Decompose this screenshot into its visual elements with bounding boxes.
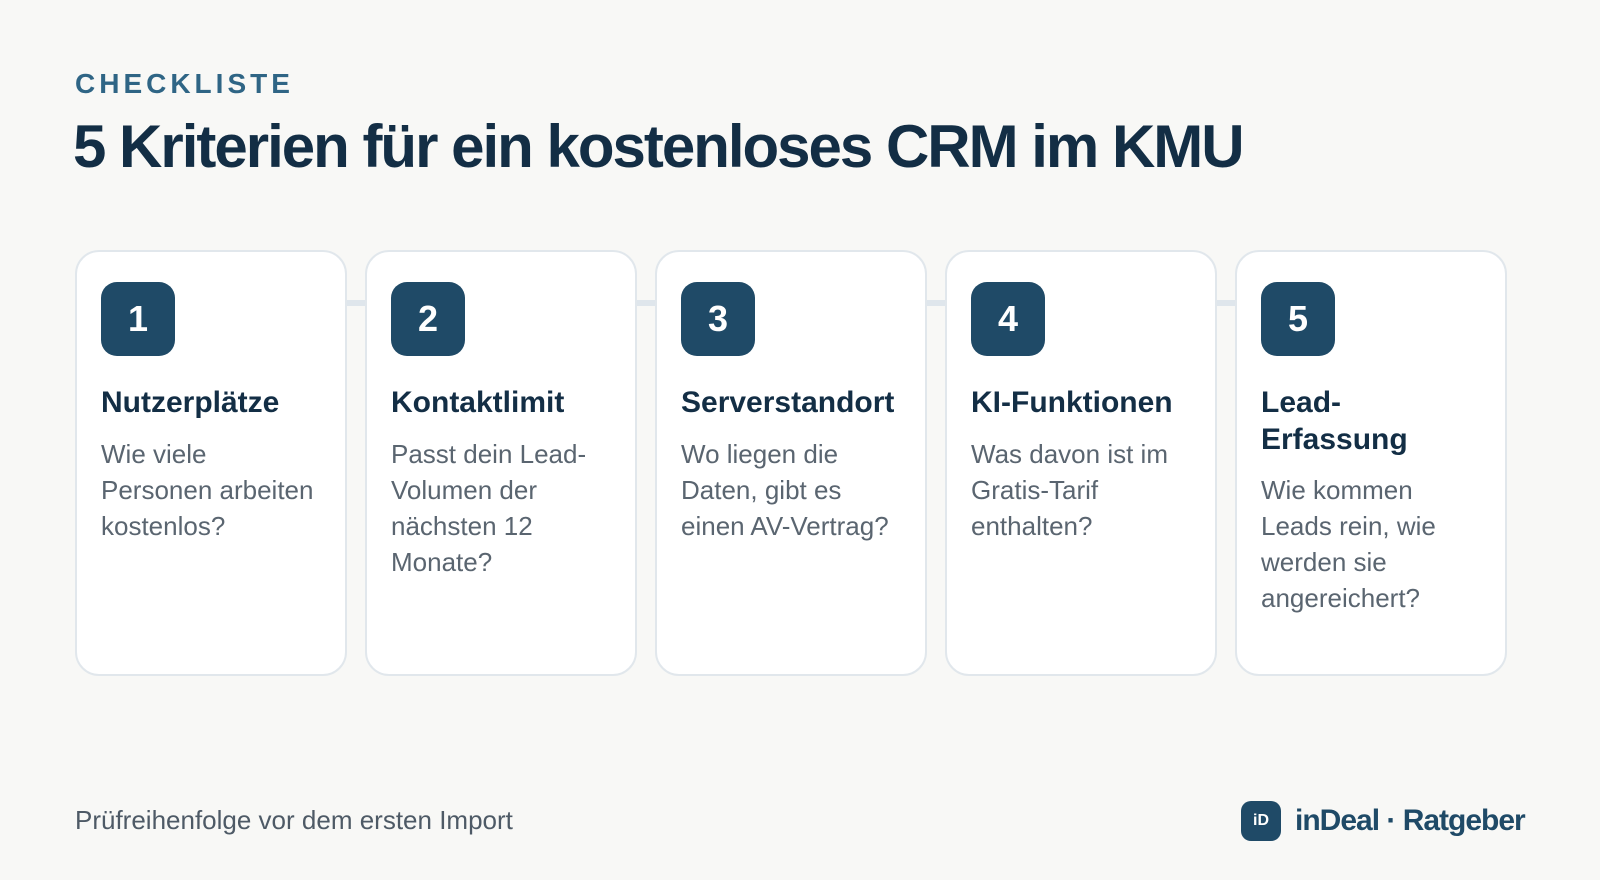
page-title: 5 Kriterien für ein kostenloses CRM im K…: [73, 113, 1245, 180]
card-connector: [345, 300, 365, 306]
step-number-badge: 2: [391, 282, 465, 356]
card-connector: [925, 300, 945, 306]
criterion-question: Passt dein Lead-Volumen der nächsten 12 …: [391, 439, 587, 577]
criterion-card-4: 4 KI-Funktionen Was davon ist im Gratis-…: [945, 250, 1217, 676]
brand-name: inDeal · Ratgeber: [1295, 804, 1526, 837]
step-number-badge: 1: [101, 282, 175, 356]
criterion-card-3: 3 Serverstandort Wo liegen die Daten, gi…: [655, 250, 927, 676]
eyebrow-label: CHECKLISTE: [75, 68, 294, 99]
criterion-question: Wie viele Personen arbeiten kostenlos?: [101, 439, 314, 541]
footer-caption: Prüfreihenfolge vor dem ersten Import: [75, 805, 513, 835]
card-connector: [1215, 300, 1235, 306]
criterion-card-1: 1 Nutzerplätze Wie viele Personen arbeit…: [75, 250, 347, 676]
criterion-title: Kontaktlimit: [391, 386, 565, 419]
criterion-title: KI-Funktionen: [971, 386, 1173, 419]
card-connector: [635, 300, 655, 306]
criterion-question: Was davon ist im Gratis-Tarif enthalten?: [971, 439, 1168, 541]
criterion-card-2: 2 Kontaktlimit Passt dein Lead-Volumen d…: [365, 250, 637, 676]
criterion-title: Serverstandort: [681, 386, 895, 419]
brand-logo: iD inDeal · Ratgeber: [1241, 800, 1526, 842]
criterion-title: Lead-Erfassung: [1261, 386, 1408, 456]
criterion-question: Wie kommen Leads rein, wie werden sie an…: [1261, 475, 1436, 613]
criterion-title: Nutzerplätze: [101, 386, 280, 419]
step-number-badge: 4: [971, 282, 1045, 356]
step-number-badge: 3: [681, 282, 755, 356]
step-number-badge: 5: [1261, 282, 1335, 356]
brand-logo-icon: iD: [1241, 801, 1281, 841]
criteria-cards: 1 Nutzerplätze Wie viele Personen arbeit…: [75, 250, 1525, 676]
criterion-question: Wo liegen die Daten, gibt es einen AV-Ve…: [681, 439, 889, 541]
criterion-card-5: 5 Lead-Erfassung Wie kommen Leads rein, …: [1235, 250, 1507, 676]
